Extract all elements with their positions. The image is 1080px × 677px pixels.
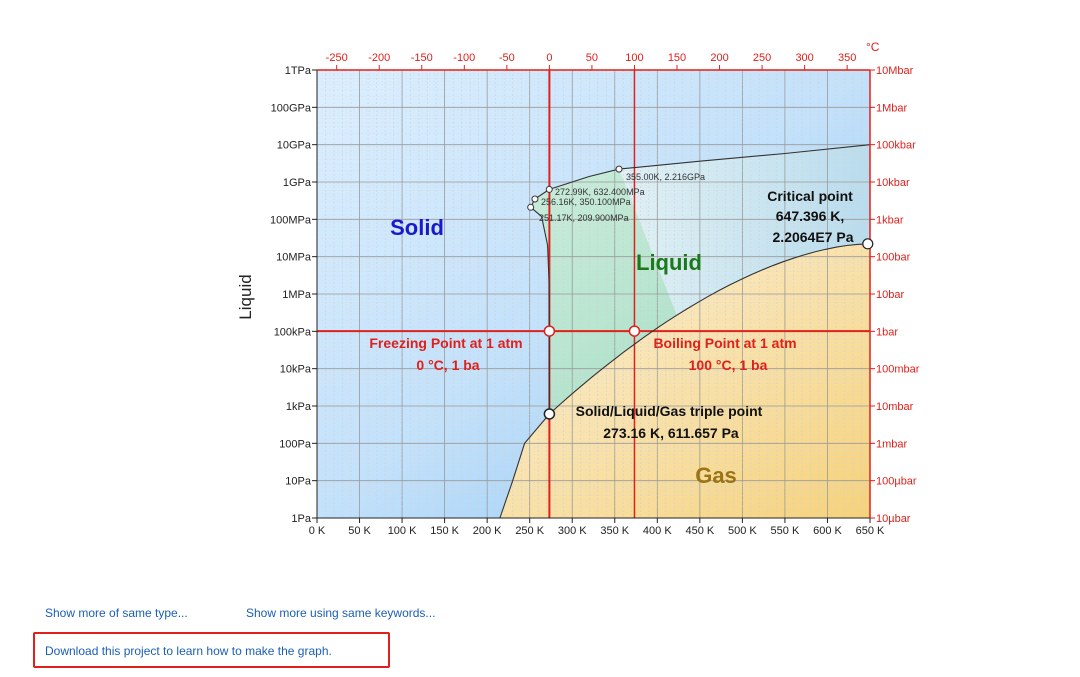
phase-diagram-chart: 1Pa 10Pa 100Pa 1kPa 10kPa 100kPa 1MPa 10MPa 100M… xyxy=(236,40,920,537)
x-top-tick-label: 0 xyxy=(546,52,552,64)
ice-phase-point-marker xyxy=(527,203,535,211)
x-top-tick-label: 250 xyxy=(753,52,771,64)
y-left-tick-label: 100kPa xyxy=(274,326,312,338)
x-axis-top-ticks: -250 -200 -150 -100 -50 0 50 100 150 200 250 300 350 xyxy=(326,52,856,70)
critical-point-label-1: Critical point xyxy=(767,188,853,204)
freezing-point-label-2: 0 °C, 1 ba xyxy=(416,357,479,373)
y-axis-right-ticks: 10µbar 100µbar 1mbar 10mbar 100mbar 1bar 10bar… xyxy=(870,65,920,525)
download-project-link[interactable]: Download this project to learn how to ma… xyxy=(45,644,332,658)
y-right-tick-label: 100mbar xyxy=(876,364,920,376)
x-top-tick-label: -100 xyxy=(453,52,475,64)
x-top-tick-label: 150 xyxy=(668,52,686,64)
x-bottom-tick-label: 300 K xyxy=(558,525,587,537)
x-bottom-tick-label: 100 K xyxy=(388,525,417,537)
x-top-tick-label: 50 xyxy=(586,52,598,64)
region-gas xyxy=(499,243,870,518)
region-supercritical xyxy=(619,144,870,316)
x-bottom-tick-label: 200 K xyxy=(473,525,502,537)
y-right-tick-label: 100kbar xyxy=(876,140,916,152)
top-axis-unit: °C xyxy=(866,40,880,54)
y-right-tick-label: 10bar xyxy=(876,289,904,301)
y-left-tick-label: 10Pa xyxy=(285,476,312,488)
x-top-tick-label: 100 xyxy=(625,52,643,64)
y-left-tick-label: 10GPa xyxy=(277,140,312,152)
region-label-liquid: Liquid xyxy=(636,250,702,275)
y-axis-left-ticks: 1Pa 10Pa 100Pa 1kPa 10kPa 100kPa 1MPa 10MPa 100M… xyxy=(270,65,317,525)
point-label-256k: 256.16K, 350.100MPa xyxy=(541,197,631,207)
region-label-solid: Solid xyxy=(390,215,444,240)
point-label-272k: 272.99K, 632.400MPa xyxy=(555,187,645,197)
y-right-tick-label: 10µbar xyxy=(876,513,911,525)
sublimation-curve xyxy=(499,413,550,519)
x-bottom-tick-label: 250 K xyxy=(515,525,544,537)
grid-lines xyxy=(316,69,871,519)
freezing-point-marker xyxy=(543,325,556,337)
y-axis-label: Liquid xyxy=(236,274,255,319)
x-axis-bottom-ticks: 0 K 50 K 100 K 150 K 200 K 250 K 300 K 350 K 400… xyxy=(309,518,885,537)
show-more-same-type-link[interactable]: Show more of same type... xyxy=(45,606,188,620)
download-highlight-box xyxy=(33,632,390,668)
x-top-tick-label: -50 xyxy=(499,52,515,64)
x-bottom-tick-label: 0 K xyxy=(309,525,326,537)
boiling-point-label-1: Boiling Point at 1 atm xyxy=(653,335,796,351)
y-right-tick-label: 1kbar xyxy=(876,214,904,226)
x-top-tick-label: 300 xyxy=(795,52,813,64)
y-right-tick-label: 100bar xyxy=(876,252,911,264)
boiling-point-label-2: 100 °C, 1 ba xyxy=(689,357,768,373)
triple-point-label-2: 273.16 K, 611.657 Pa xyxy=(603,425,739,441)
y-right-tick-label: 100µbar xyxy=(876,476,917,488)
x-bottom-tick-label: 550 K xyxy=(771,525,800,537)
annotations: Liquid °C Solid Liquid Gas Critical poin… xyxy=(236,40,880,488)
y-left-tick-label: 100GPa xyxy=(271,102,312,114)
x-bottom-tick-label: 150 K xyxy=(430,525,459,537)
critical-point-marker xyxy=(862,238,874,250)
y-left-tick-label: 1GPa xyxy=(283,177,312,189)
x-top-tick-label: -200 xyxy=(368,52,390,64)
triple-point-marker xyxy=(543,408,556,420)
x-top-tick-label: -250 xyxy=(326,52,348,64)
show-more-same-keywords-link[interactable]: Show more using same keywords... xyxy=(246,606,436,620)
ice-phase-point-marker xyxy=(531,195,539,203)
freezing-point-label-1: Freezing Point at 1 atm xyxy=(369,335,522,351)
y-right-tick-label: 10Mbar xyxy=(876,65,914,77)
y-left-tick-label: 1kPa xyxy=(286,401,312,413)
boiling-point-marker xyxy=(628,325,641,337)
y-left-tick-label: 100Pa xyxy=(279,438,312,450)
critical-point-label-3: 2.2064E7 Pa xyxy=(773,229,854,245)
x-bottom-tick-label: 600 K xyxy=(813,525,842,537)
y-left-tick-label: 100MPa xyxy=(270,214,312,226)
y-left-tick-label: 1TPa xyxy=(285,65,312,77)
ice-phase-point-marker xyxy=(615,165,623,173)
y-right-tick-label: 1mbar xyxy=(876,438,908,450)
x-top-tick-label: 350 xyxy=(838,52,856,64)
y-left-tick-label: 1Pa xyxy=(291,513,311,525)
special-points xyxy=(527,165,874,420)
x-top-tick-label: -150 xyxy=(411,52,433,64)
point-label-251k: 251.17K, 209.900MPa xyxy=(539,213,629,223)
y-right-tick-label: 1Mbar xyxy=(876,102,908,114)
x-bottom-tick-label: 450 K xyxy=(685,525,714,537)
vaporization-curve xyxy=(549,243,868,415)
x-bottom-tick-label: 500 K xyxy=(728,525,757,537)
region-label-gas: Gas xyxy=(695,463,737,488)
critical-point-label-2: 647.396 K, xyxy=(776,208,845,224)
x-bottom-tick-label: 400 K xyxy=(643,525,672,537)
triple-point-label-1: Solid/Liquid/Gas triple point xyxy=(576,403,763,419)
y-left-tick-label: 1MPa xyxy=(282,289,312,301)
y-left-tick-label: 10MPa xyxy=(276,252,312,264)
ice-phase-point-marker xyxy=(545,185,553,193)
y-right-tick-label: 1bar xyxy=(876,326,898,338)
y-right-tick-label: 10kbar xyxy=(876,177,910,189)
x-top-tick-label: 200 xyxy=(710,52,728,64)
point-label-355k: 355.00K, 2.216GPa xyxy=(626,172,705,182)
x-bottom-tick-label: 650 K xyxy=(856,525,885,537)
y-right-tick-label: 10mbar xyxy=(876,401,914,413)
x-bottom-tick-label: 50 K xyxy=(348,525,371,537)
y-left-tick-label: 10kPa xyxy=(280,364,312,376)
x-bottom-tick-label: 350 K xyxy=(600,525,629,537)
